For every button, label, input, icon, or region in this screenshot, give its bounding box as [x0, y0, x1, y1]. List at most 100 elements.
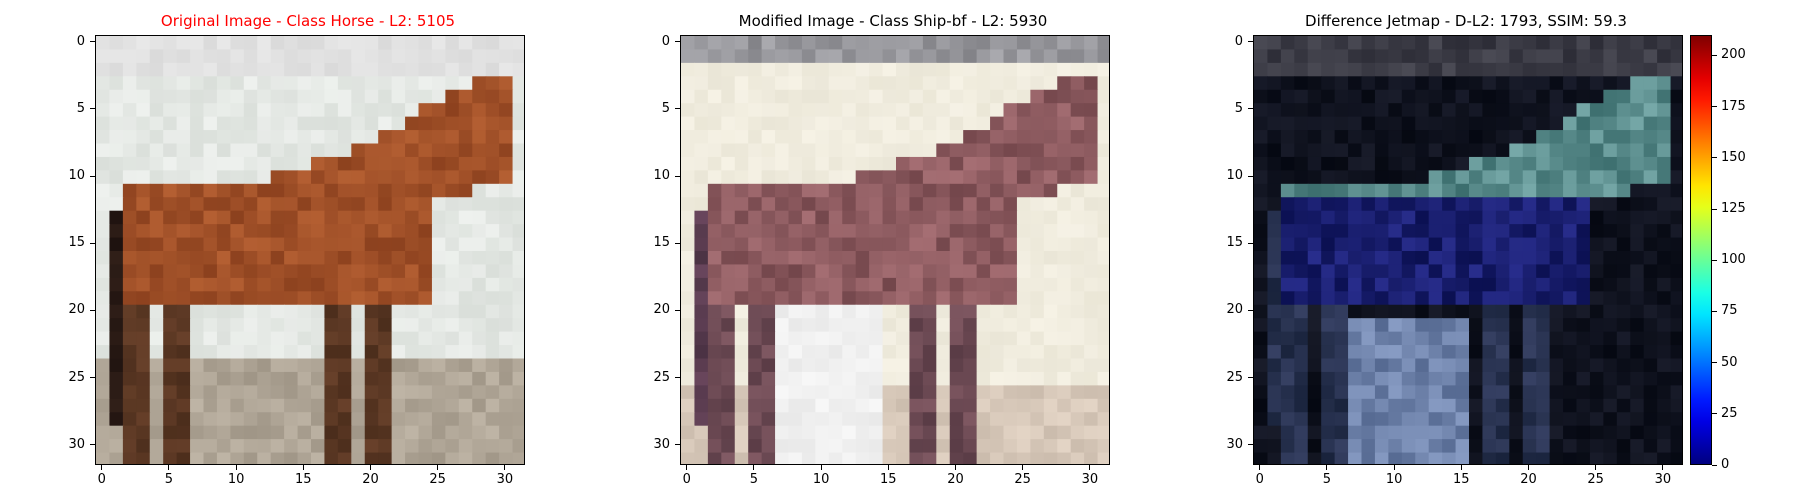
x-tick-label: 15: [1453, 472, 1470, 487]
y-tick: [675, 377, 680, 379]
colorbar-tick-label: 200: [1721, 47, 1746, 63]
y-tick-label: 5: [661, 100, 670, 116]
x-tick: [1022, 465, 1024, 470]
y-tick-label: 20: [68, 302, 85, 318]
y-tick: [675, 309, 680, 311]
x-tick: [437, 465, 439, 470]
colorbar-tick: [1712, 208, 1717, 210]
x-tick-label: 20: [1520, 472, 1537, 487]
y-tick-label: 30: [653, 436, 670, 452]
x-tick-label: 0: [97, 472, 106, 487]
difference-jetmap: [1253, 35, 1683, 465]
x-tick: [504, 465, 506, 470]
colorbar-tick: [1712, 310, 1717, 312]
x-tick-label: 15: [295, 472, 312, 487]
colorbar-tick-label: 175: [1721, 98, 1746, 114]
x-tick: [753, 465, 755, 470]
y-tick-label: 30: [68, 436, 85, 452]
colorbar-tick: [1712, 157, 1717, 159]
y-tick: [1248, 41, 1253, 43]
x-tick: [1259, 465, 1261, 470]
x-tick-label: 25: [1014, 472, 1031, 487]
y-tick: [90, 444, 95, 446]
x-tick: [1662, 465, 1664, 470]
x-tick: [1527, 465, 1529, 470]
y-tick: [1248, 444, 1253, 446]
x-tick-label: 20: [947, 472, 964, 487]
colorbar-tick: [1712, 362, 1717, 364]
modified-title: Modified Image - Class Ship-bf - L2: 593…: [738, 12, 1048, 30]
x-tick: [1460, 465, 1462, 470]
x-tick-label: 25: [1587, 472, 1604, 487]
y-tick: [1248, 242, 1253, 244]
colorbar: [1690, 35, 1712, 465]
y-tick: [675, 108, 680, 110]
y-tick-label: 15: [653, 235, 670, 251]
original-pixels: [96, 36, 524, 464]
y-tick-label: 15: [68, 235, 85, 251]
x-tick-label: 10: [1385, 472, 1403, 487]
y-tick: [90, 175, 95, 177]
y-tick: [1248, 108, 1253, 110]
x-tick-label: 5: [164, 472, 174, 487]
y-tick: [1248, 377, 1253, 379]
colorbar-tick: [1712, 54, 1717, 56]
y-tick: [675, 242, 680, 244]
original-image: [95, 35, 525, 465]
x-tick: [235, 465, 237, 470]
x-tick: [1393, 465, 1395, 470]
y-tick: [675, 41, 680, 43]
x-tick-label: 20: [362, 472, 379, 487]
y-tick: [1248, 309, 1253, 311]
y-tick-label: 20: [653, 302, 670, 318]
colorbar-tick: [1712, 464, 1717, 466]
difference-title: Difference Jetmap - D-L2: 1793, SSIM: 59…: [1305, 12, 1627, 30]
colorbar-tick-label: 25: [1721, 405, 1738, 421]
original-title: Original Image - Class Horse - L2: 5105: [160, 12, 456, 30]
x-tick: [820, 465, 822, 470]
y-tick: [90, 242, 95, 244]
colorbar-tick: [1712, 413, 1717, 415]
x-tick: [1326, 465, 1328, 470]
x-tick: [101, 465, 103, 470]
modified-image: [680, 35, 1110, 465]
modified-pixels: [681, 36, 1109, 464]
x-tick-label: 10: [812, 472, 830, 487]
y-tick: [1248, 175, 1253, 177]
y-tick-label: 0: [76, 33, 85, 49]
y-tick-label: 25: [653, 369, 670, 385]
x-tick: [302, 465, 304, 470]
y-tick-label: 5: [1234, 100, 1243, 116]
x-tick: [686, 465, 688, 470]
x-tick-label: 5: [749, 472, 759, 487]
x-tick: [369, 465, 371, 470]
colorbar-tick: [1712, 106, 1717, 108]
x-tick-label: 30: [496, 472, 514, 487]
x-tick-label: 30: [1081, 472, 1099, 487]
x-tick-label: 25: [429, 472, 446, 487]
x-tick: [954, 465, 956, 470]
y-tick: [90, 309, 95, 311]
x-tick: [1595, 465, 1597, 470]
difference-pixels: [1254, 36, 1682, 464]
y-tick-label: 25: [68, 369, 85, 385]
y-tick-label: 0: [1234, 33, 1243, 49]
x-tick: [1089, 465, 1091, 470]
y-tick-label: 10: [1226, 168, 1243, 184]
y-tick-label: 20: [1226, 302, 1243, 318]
y-tick: [675, 444, 680, 446]
x-tick-label: 0: [682, 472, 691, 487]
y-tick-label: 10: [68, 168, 85, 184]
y-tick: [90, 108, 95, 110]
colorbar-tick-label: 0: [1721, 457, 1730, 472]
y-tick-label: 15: [1226, 235, 1243, 251]
colorbar-tick-label: 125: [1721, 201, 1746, 217]
y-tick-label: 10: [653, 168, 670, 184]
y-tick-label: 25: [1226, 369, 1243, 385]
y-tick-label: 30: [1226, 436, 1243, 452]
y-tick-label: 0: [661, 33, 670, 49]
x-tick-label: 30: [1654, 472, 1672, 487]
x-tick: [887, 465, 889, 470]
x-tick-label: 0: [1255, 472, 1264, 487]
y-tick-label: 5: [76, 100, 85, 116]
